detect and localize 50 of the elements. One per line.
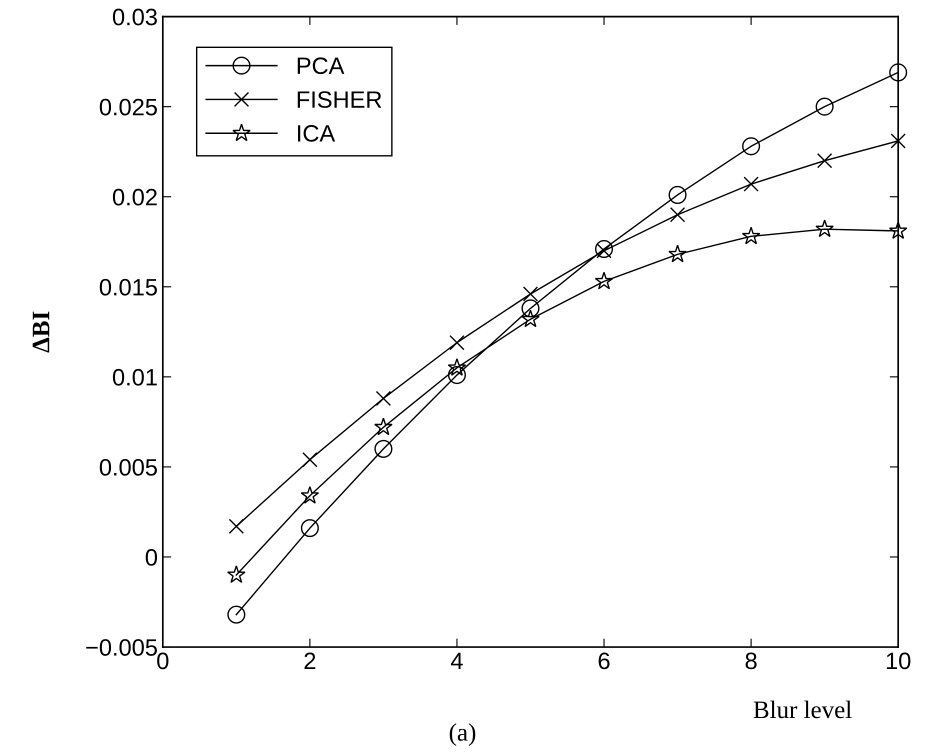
point: [449, 334, 465, 350]
point: [227, 606, 246, 624]
point: [742, 226, 760, 244]
point: [670, 207, 686, 222]
point: [302, 452, 318, 468]
point: [668, 186, 687, 204]
y-tick-label: 0: [146, 549, 158, 566]
legend-label: PCA: [298, 57, 344, 74]
point: [817, 153, 832, 168]
point: [742, 137, 760, 156]
x-tick-label: 2: [304, 652, 316, 670]
x-tick-label: 0: [157, 652, 168, 670]
y-tick-label: 0.005: [100, 458, 157, 476]
point: [300, 486, 320, 504]
point: [521, 309, 540, 328]
point: [594, 272, 614, 290]
y-tick-label: 0.01: [112, 368, 157, 386]
point: [521, 299, 540, 318]
y-tick-label: 0.025: [100, 98, 157, 116]
text: (a): [450, 723, 476, 746]
point: [743, 176, 759, 192]
y-tick-label: 0.03: [112, 8, 157, 26]
point: [815, 219, 834, 238]
point: [448, 358, 466, 376]
point: [448, 366, 466, 384]
point: [594, 240, 614, 258]
y-tick-label: 0.02: [112, 188, 157, 206]
point: [376, 390, 392, 406]
legend-label: FISHER: [298, 91, 382, 108]
point: [300, 519, 319, 538]
point: [374, 418, 393, 436]
point: [890, 133, 906, 149]
point: [816, 98, 834, 116]
point: [374, 440, 392, 458]
point: [522, 286, 538, 302]
point: [227, 565, 246, 583]
y-axis-title: ΔBI: [32, 312, 50, 353]
x-tick-label: 4: [450, 652, 463, 670]
y-tick-label: 0.015: [100, 278, 157, 296]
x-axis-title: Blur level: [754, 700, 852, 718]
point: [889, 63, 908, 82]
x-tick-label: 6: [598, 652, 610, 670]
point: [596, 243, 612, 258]
legend-label: ICA: [298, 125, 336, 142]
x-tick-label: 10: [886, 652, 910, 670]
point: [668, 244, 687, 262]
y-tick-label: −0.005: [86, 639, 157, 656]
point: [888, 221, 908, 239]
x-tick-label: 8: [746, 652, 757, 670]
point: [228, 518, 244, 534]
